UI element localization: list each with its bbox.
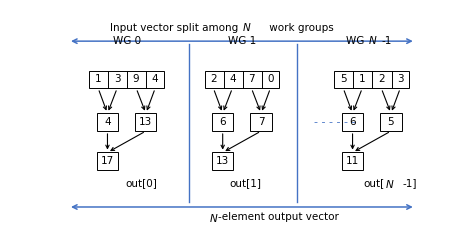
Text: 6: 6 [219, 117, 226, 127]
Text: -element output vector: -element output vector [218, 212, 339, 222]
Bar [212, 113, 233, 131]
Bar [97, 152, 118, 170]
Text: 1: 1 [95, 74, 101, 84]
Text: 9: 9 [133, 74, 140, 84]
Text: out[0]: out[0] [126, 178, 157, 188]
Bar [97, 113, 118, 131]
Bar [251, 113, 272, 131]
Bar [212, 152, 233, 170]
Bar [335, 70, 409, 88]
Text: WG 1: WG 1 [228, 36, 256, 46]
Text: 4: 4 [229, 74, 236, 84]
Text: 13: 13 [216, 156, 229, 166]
Text: 4: 4 [152, 74, 159, 84]
Text: 1: 1 [359, 74, 365, 84]
Text: Input vector split among: Input vector split among [110, 23, 242, 33]
Bar [204, 70, 279, 88]
Text: 5: 5 [340, 74, 346, 84]
Text: -1: -1 [381, 36, 392, 46]
Text: work groups: work groups [266, 23, 333, 33]
Text: $N$: $N$ [242, 21, 252, 33]
Text: 17: 17 [101, 156, 114, 166]
Bar [342, 152, 363, 170]
Text: 4: 4 [104, 117, 111, 127]
Bar [342, 113, 363, 131]
Text: 5: 5 [388, 117, 394, 127]
Text: 3: 3 [114, 74, 120, 84]
Text: 13: 13 [139, 117, 152, 127]
Text: out[: out[ [363, 178, 385, 188]
Bar [89, 70, 164, 88]
Text: - - - - - -: - - - - - - [314, 117, 356, 127]
Text: -1]: -1] [402, 178, 417, 188]
Text: 2: 2 [210, 74, 217, 84]
Text: WG 0: WG 0 [113, 36, 141, 46]
Text: 3: 3 [397, 74, 404, 84]
Text: 11: 11 [346, 156, 359, 166]
Text: $N$: $N$ [385, 178, 394, 190]
Text: $N$: $N$ [209, 212, 218, 224]
Text: 7: 7 [248, 74, 255, 84]
Text: WG: WG [346, 36, 368, 46]
Text: 6: 6 [349, 117, 356, 127]
Text: 2: 2 [378, 74, 385, 84]
Bar [135, 113, 157, 131]
Text: 0: 0 [267, 74, 274, 84]
Text: out[1]: out[1] [229, 178, 261, 188]
Text: $N$: $N$ [368, 34, 378, 46]
Text: 7: 7 [258, 117, 264, 127]
Bar [380, 113, 402, 131]
